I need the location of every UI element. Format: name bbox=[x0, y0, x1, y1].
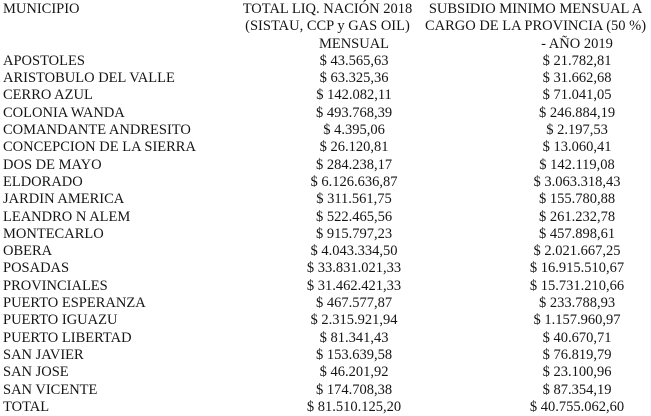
total-cell: $ 467.577,87 bbox=[315, 295, 393, 312]
column-header-municipio: MUNICIPIO bbox=[0, 1, 235, 53]
total-cell: $ 43.565,63 bbox=[319, 52, 389, 69]
municipio-cell: SAN JAVIER bbox=[3, 346, 84, 363]
municipio-cell: ELDORADO bbox=[3, 173, 83, 190]
header-line: TOTAL LIQ. NACIÓN 2018 bbox=[242, 1, 413, 17]
subsidio-cell: $ 40.755.062,60 bbox=[529, 398, 625, 415]
municipio-cell: TOTAL bbox=[3, 398, 50, 415]
municipio-cell: PUERTO IGUAZU bbox=[3, 312, 118, 329]
table-row: PUERTO LIBERTAD $ 81.341,43 $ 40.670,71 bbox=[0, 330, 651, 347]
table-row: SAN JAVIER $ 153.639,58 $ 76.819,79 bbox=[0, 347, 651, 364]
subsidio-cell: $ 233.788,93 bbox=[538, 295, 616, 312]
table-row: POSADAS $ 33.831.021,33 $ 16.915.510,67 bbox=[0, 260, 651, 277]
table-row: APOSTOLES $ 43.565,63 $ 21.782,81 bbox=[0, 53, 651, 70]
municipio-cell: PUERTO LIBERTAD bbox=[3, 329, 132, 346]
total-cell: $ 81.510.125,20 bbox=[306, 398, 402, 415]
table-row: ARISTOBULO DEL VALLE $ 63.325,36 $ 31.662,… bbox=[0, 70, 651, 87]
municipio-cell: LEANDRO N ALEM bbox=[3, 208, 131, 225]
subsidio-cell: $ 457.898,61 bbox=[538, 225, 616, 242]
table-row: JARDIN AMERICA $ 311.561,75 $ 155.780,88 bbox=[0, 191, 651, 208]
column-header-total-liq-nacion: TOTAL LIQ. NACIÓN 2018 (SISTAU, CCP y GA… bbox=[235, 1, 420, 53]
subsidio-cell: $ 21.782,81 bbox=[542, 52, 612, 69]
table-header: MUNICIPIO TOTAL LIQ. NACIÓN 2018 (SISTAU… bbox=[0, 1, 651, 53]
total-cell: $ 493.768,39 bbox=[315, 104, 393, 121]
total-cell: $ 915.797,23 bbox=[315, 225, 393, 242]
total-cell: $ 6.126.636,87 bbox=[310, 173, 398, 190]
table-row: DOS DE MAYO $ 284.238,17 $ 142.119,08 bbox=[0, 157, 651, 174]
column-header-subsidio-minimo: SUBSIDIO MINIMO MENSUAL A CARGO DE LA PR… bbox=[420, 1, 651, 53]
total-cell: $ 26.120,81 bbox=[319, 139, 389, 156]
municipio-cell: ARISTOBULO DEL VALLE bbox=[3, 70, 175, 87]
total-cell: $ 2.315.921,94 bbox=[310, 312, 398, 329]
subsidio-cell: $ 23.100,96 bbox=[542, 364, 612, 381]
header-line: SUBSIDIO MINIMO MENSUAL A bbox=[428, 1, 643, 17]
subsidio-cell: $ 71.041,05 bbox=[542, 87, 612, 104]
municipio-cell: DOS DE MAYO bbox=[3, 156, 102, 173]
municipio-cell: MONTECARLO bbox=[3, 225, 104, 242]
subsidio-cell: $ 13.060,41 bbox=[542, 139, 612, 156]
municipio-cell: COLONIA WANDA bbox=[3, 104, 125, 121]
total-cell: $ 174.708,38 bbox=[315, 381, 393, 398]
municipio-cell: PUERTO ESPERANZA bbox=[3, 295, 146, 312]
table-row: ELDORADO $ 6.126.636,87 $ 3.063.318,43 bbox=[0, 174, 651, 191]
total-cell: $ 4.395,06 bbox=[323, 122, 385, 139]
header-line: CARGO DE LA PROVINCIA (50 %) bbox=[424, 18, 647, 35]
header-line: MUNICIPIO bbox=[3, 1, 80, 17]
municipio-cell: POSADAS bbox=[3, 260, 70, 277]
municipio-cell: PROVINCIALES bbox=[3, 277, 108, 294]
subsidio-cell: $ 76.819,79 bbox=[542, 346, 612, 363]
municipio-cell: CONCEPCION DE LA SIERRA bbox=[3, 139, 196, 156]
subsidio-cell: $ 261.232,78 bbox=[538, 208, 616, 225]
subsidio-cell: $ 142.119,08 bbox=[539, 156, 615, 173]
municipio-cell: SAN JOSE bbox=[3, 364, 69, 381]
municipio-cell: CERRO AZUL bbox=[3, 87, 93, 104]
subsidio-cell: $ 16.915.510,67 bbox=[529, 260, 625, 277]
table-row: COMANDANTE ANDRESITO $ 4.395,06 $ 2.197,53 bbox=[0, 122, 651, 139]
total-cell: $ 33.831.021,33 bbox=[306, 260, 402, 277]
table-row: PUERTO IGUAZU $ 2.315.921,94 $ 1.157.960,9… bbox=[0, 312, 651, 329]
subsidio-cell: $ 2.197,53 bbox=[546, 122, 608, 139]
total-cell: $ 153.639,58 bbox=[315, 346, 393, 363]
table-row: SAN JOSE $ 46.201,92 $ 23.100,96 bbox=[0, 364, 651, 381]
municipio-cell: COMANDANTE ANDRESITO bbox=[3, 122, 191, 139]
header-line: (SISTAU, CCP y GAS OIL) bbox=[245, 18, 410, 35]
total-cell: $ 46.201,92 bbox=[319, 364, 389, 381]
subsidio-cell: $ 155.780,88 bbox=[538, 191, 616, 208]
municipio-cell: OBERA bbox=[3, 243, 53, 260]
header-line: MENSUAL bbox=[318, 35, 390, 52]
total-cell: $ 81.341,43 bbox=[319, 329, 389, 346]
subsidio-cell: $ 2.021.667,25 bbox=[533, 243, 621, 260]
municipio-cell: JARDIN AMERICA bbox=[3, 191, 125, 208]
table-row: OBERA $ 4.043.334,50 $ 2.021.667,25 bbox=[0, 243, 651, 260]
table-row: CERRO AZUL $ 142.082,11 $ 71.041,05 bbox=[0, 87, 651, 104]
table-body: APOSTOLES $ 43.565,63 $ 21.782,81 ARISTOBUL… bbox=[0, 53, 651, 416]
subsidio-cell: $ 246.884,19 bbox=[538, 104, 616, 121]
subsidio-cell: $ 40.670,71 bbox=[542, 329, 612, 346]
total-cell: $ 284.238,17 bbox=[315, 156, 393, 173]
table-row: COLONIA WANDA $ 493.768,39 $ 246.884,19 bbox=[0, 105, 651, 122]
subsidio-cell: $ 15.731.210,66 bbox=[529, 277, 625, 294]
total-cell: $ 522.465,56 bbox=[315, 208, 393, 225]
municipio-cell: APOSTOLES bbox=[3, 52, 85, 69]
header-row: MUNICIPIO TOTAL LIQ. NACIÓN 2018 (SISTAU… bbox=[0, 1, 651, 53]
total-cell: $ 142.082,11 bbox=[316, 87, 392, 104]
table-row: SAN VICENTE $ 174.708,38 $ 87.354,19 bbox=[0, 382, 651, 399]
table-row: CONCEPCION DE LA SIERRA $ 26.120,81 $ 13.0… bbox=[0, 139, 651, 156]
header-line: - AÑO 2019 bbox=[541, 35, 613, 52]
table-row: PROVINCIALES $ 31.462.421,33 $ 15.731.210,… bbox=[0, 278, 651, 295]
subsidio-cell: $ 87.354,19 bbox=[542, 381, 612, 398]
subsidio-cell: $ 3.063.318,43 bbox=[533, 173, 621, 190]
total-cell: $ 31.462.421,33 bbox=[306, 277, 402, 294]
municipio-cell: SAN VICENTE bbox=[3, 381, 98, 398]
subsidio-cell: $ 1.157.960,97 bbox=[533, 312, 621, 329]
total-cell: $ 63.325,36 bbox=[319, 70, 389, 87]
table-row: MONTECARLO $ 915.797,23 $ 457.898,61 bbox=[0, 226, 651, 243]
total-cell: $ 4.043.334,50 bbox=[310, 243, 398, 260]
table-row: LEANDRO N ALEM $ 522.465,56 $ 261.232,78 bbox=[0, 209, 651, 226]
table-row: TOTAL $ 81.510.125,20 $ 40.755.062,60 bbox=[0, 399, 651, 416]
subsidio-cell: $ 31.662,68 bbox=[542, 70, 612, 87]
table-row: PUERTO ESPERANZA $ 467.577,87 $ 233.788,93 bbox=[0, 295, 651, 312]
total-cell: $ 311.561,75 bbox=[316, 191, 392, 208]
